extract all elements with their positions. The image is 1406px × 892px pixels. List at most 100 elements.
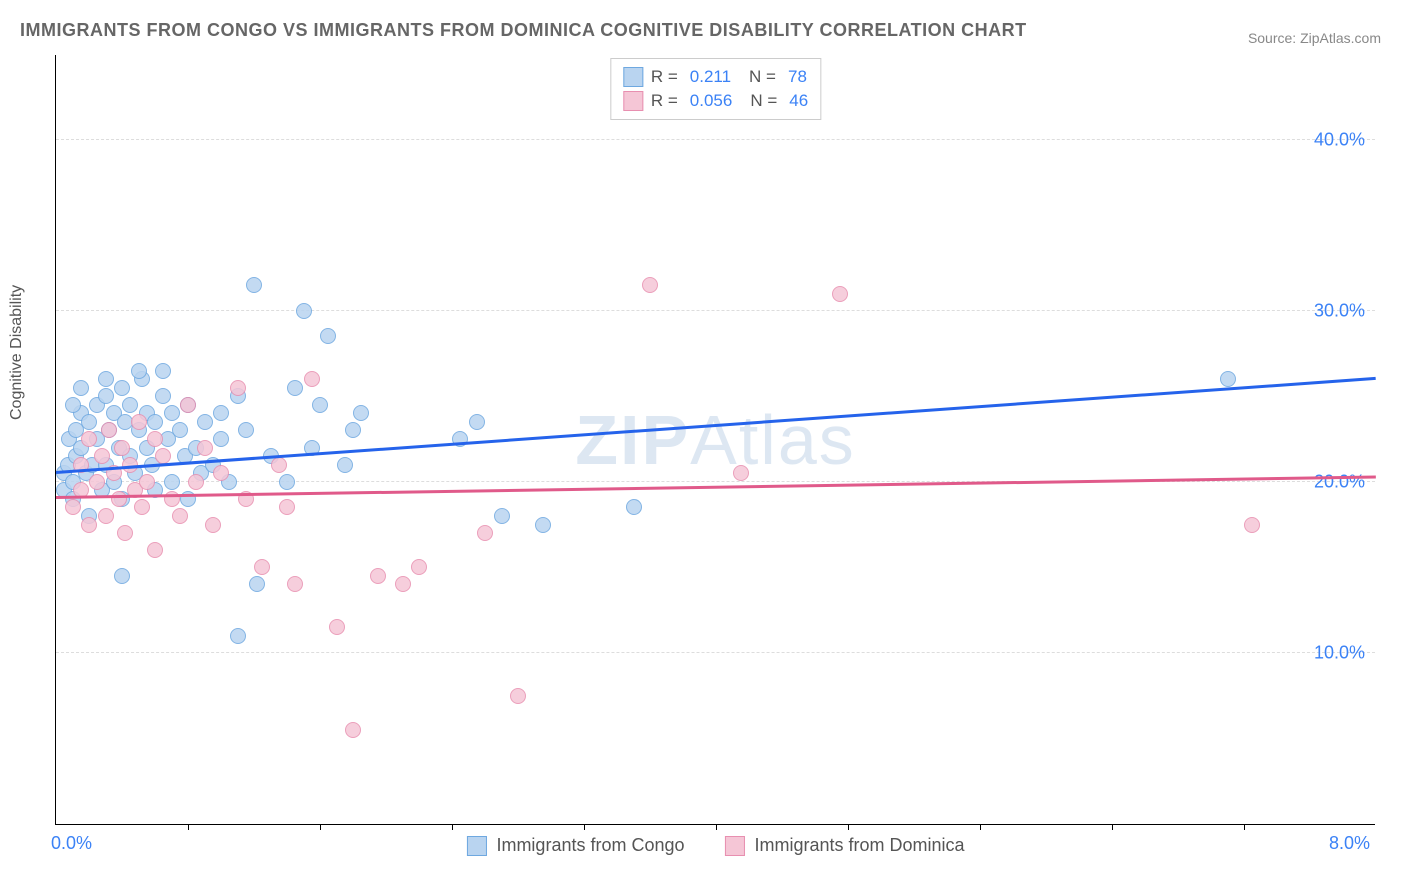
data-point xyxy=(626,499,642,515)
data-point xyxy=(122,397,138,413)
watermark: ZIPAtlas xyxy=(575,400,856,480)
data-point xyxy=(205,517,221,533)
data-point xyxy=(246,277,262,293)
data-point xyxy=(134,499,150,515)
r-value: 0.056 xyxy=(690,91,733,111)
legend-item: Immigrants from Dominica xyxy=(725,835,965,856)
data-point xyxy=(89,474,105,490)
legend-label: Immigrants from Congo xyxy=(496,835,684,856)
data-point xyxy=(1220,371,1236,387)
data-point xyxy=(164,405,180,421)
series-legend: Immigrants from Congo Immigrants from Dom… xyxy=(466,835,964,856)
scatter-chart: ZIPAtlas R =0.211N =78R =0.056N =46 0.0%… xyxy=(55,55,1375,825)
data-point xyxy=(213,431,229,447)
data-point xyxy=(73,380,89,396)
data-point xyxy=(197,414,213,430)
data-point xyxy=(370,568,386,584)
data-point xyxy=(147,542,163,558)
data-point xyxy=(197,440,213,456)
legend-swatch xyxy=(623,91,643,111)
data-point xyxy=(345,422,361,438)
y-tick-label: 20.0% xyxy=(1314,471,1365,492)
data-point xyxy=(230,380,246,396)
data-point xyxy=(1244,517,1260,533)
data-point xyxy=(249,576,265,592)
data-point xyxy=(172,508,188,524)
data-point xyxy=(114,380,130,396)
chart-title: IMMIGRANTS FROM CONGO VS IMMIGRANTS FROM… xyxy=(20,20,1027,41)
x-tick xyxy=(1244,824,1245,830)
data-point xyxy=(477,525,493,541)
data-point xyxy=(304,371,320,387)
data-point xyxy=(287,576,303,592)
data-point xyxy=(81,517,97,533)
data-point xyxy=(345,722,361,738)
n-label: N = xyxy=(750,91,777,111)
data-point xyxy=(172,422,188,438)
data-point xyxy=(111,491,127,507)
trend-line xyxy=(56,476,1376,499)
data-point xyxy=(131,363,147,379)
r-label: R = xyxy=(651,67,678,87)
data-point xyxy=(254,559,270,575)
x-tick xyxy=(320,824,321,830)
data-point xyxy=(832,286,848,302)
n-label: N = xyxy=(749,67,776,87)
data-point xyxy=(131,414,147,430)
x-tick xyxy=(848,824,849,830)
gridline xyxy=(56,652,1375,653)
data-point xyxy=(188,474,204,490)
data-point xyxy=(147,431,163,447)
data-point xyxy=(535,517,551,533)
legend-label: Immigrants from Dominica xyxy=(755,835,965,856)
data-point xyxy=(65,397,81,413)
data-point xyxy=(94,448,110,464)
x-axis-max-label: 8.0% xyxy=(1329,833,1370,854)
data-point xyxy=(329,619,345,635)
data-point xyxy=(164,474,180,490)
data-point xyxy=(139,474,155,490)
data-point xyxy=(494,508,510,524)
x-axis-min-label: 0.0% xyxy=(51,833,92,854)
y-tick-label: 10.0% xyxy=(1314,642,1365,663)
source-label: Source: ZipAtlas.com xyxy=(1248,30,1381,46)
x-tick xyxy=(452,824,453,830)
data-point xyxy=(642,277,658,293)
data-point xyxy=(155,448,171,464)
data-point xyxy=(312,397,328,413)
x-tick xyxy=(584,824,585,830)
y-axis-label: Cognitive Disability xyxy=(8,285,26,420)
legend-swatch xyxy=(466,836,486,856)
data-point xyxy=(98,508,114,524)
data-point xyxy=(279,499,295,515)
legend-swatch xyxy=(725,836,745,856)
data-point xyxy=(155,363,171,379)
trend-line xyxy=(56,377,1376,474)
data-point xyxy=(279,474,295,490)
data-point xyxy=(65,499,81,515)
x-tick xyxy=(716,824,717,830)
n-value: 78 xyxy=(788,67,807,87)
data-point xyxy=(180,397,196,413)
data-point xyxy=(155,388,171,404)
data-point xyxy=(411,559,427,575)
r-label: R = xyxy=(651,91,678,111)
data-point xyxy=(213,405,229,421)
x-tick xyxy=(188,824,189,830)
legend-row: R = 0.056 N = 46 xyxy=(623,89,808,113)
gridline xyxy=(56,310,1375,311)
data-point xyxy=(98,388,114,404)
data-point xyxy=(101,422,117,438)
data-point xyxy=(469,414,485,430)
data-point xyxy=(337,457,353,473)
n-value: 46 xyxy=(789,91,808,111)
r-value: 0.211 xyxy=(690,67,731,87)
data-point xyxy=(147,414,163,430)
y-tick-label: 30.0% xyxy=(1314,300,1365,321)
data-point xyxy=(81,414,97,430)
data-point xyxy=(320,328,336,344)
data-point xyxy=(287,380,303,396)
x-tick xyxy=(980,824,981,830)
data-point xyxy=(510,688,526,704)
data-point xyxy=(114,440,130,456)
